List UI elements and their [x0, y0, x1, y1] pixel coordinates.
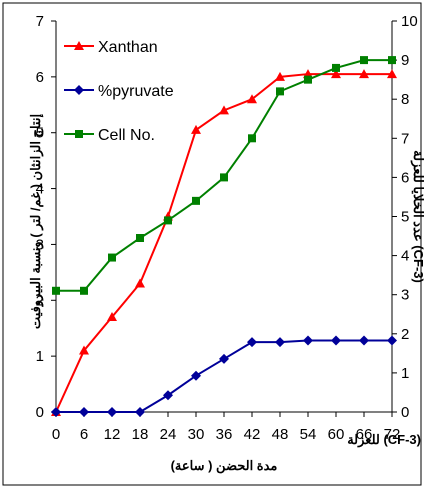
x-axis-label: مدة الحضن ( ساعة): [171, 458, 278, 474]
data-point: [191, 124, 201, 134]
x-tick-label: 6: [80, 426, 88, 443]
data-point: [304, 75, 312, 84]
data-point: [388, 56, 396, 65]
x-tick-label: 0: [52, 426, 60, 443]
data-point: [219, 353, 229, 364]
data-point: [163, 390, 173, 401]
left-y-tick-label: 7: [36, 13, 44, 30]
left-y-tick-label: 5: [36, 125, 44, 142]
data-point: [387, 335, 397, 346]
data-point: [360, 56, 368, 65]
data-point: [247, 94, 257, 104]
data-point: [247, 337, 257, 348]
legend-label: %pyruvate: [98, 83, 174, 100]
data-point: [192, 196, 200, 205]
legend-label: Xanthan: [98, 39, 158, 56]
left-y-tick-label: 0: [36, 404, 44, 421]
x-tick-label: 30: [188, 426, 205, 443]
x-tick-label: 18: [132, 426, 149, 443]
data-point: [332, 63, 340, 72]
right-y-tick-label: 9: [401, 52, 409, 69]
x-tick-label: 60: [328, 426, 345, 443]
data-point: [52, 286, 60, 295]
data-point: [359, 335, 369, 346]
x-tick-label: 48: [272, 426, 289, 443]
left-y-tick-label: 2: [36, 292, 44, 309]
data-point: [275, 71, 285, 81]
data-point: [51, 407, 61, 417]
legend-marker: [74, 41, 84, 50]
legend-marker: [75, 130, 83, 138]
data-point: [79, 345, 89, 355]
data-point: [276, 87, 284, 96]
data-point: [80, 286, 88, 295]
right-y-tick-label: 7: [401, 130, 409, 147]
left-y-tick-label: 4: [36, 181, 44, 198]
data-point: [248, 134, 256, 143]
right-y-axis-label: عدد الخلايا للعزلة (CF-3): [410, 150, 424, 283]
right-y-tick-label: 1: [401, 365, 409, 382]
data-point: [220, 173, 228, 182]
left-y-axis-label: إنتاج الزانثان ( غم/ لتر ) ونسبة البيروف…: [28, 114, 44, 330]
right-y-tick-label: 4: [401, 248, 409, 265]
legend-marker: [74, 85, 84, 95]
x-tick-label: 66: [356, 426, 373, 443]
right-y-tick-label: 10: [401, 13, 418, 30]
data-point: [331, 335, 341, 346]
right-y-tick-label: 2: [401, 326, 409, 343]
data-point: [387, 69, 397, 79]
left-y-tick-label: 1: [36, 348, 44, 365]
x-tick-label: 42: [244, 426, 261, 443]
data-point: [108, 253, 116, 262]
data-point: [164, 216, 172, 225]
data-point: [107, 312, 117, 322]
data-point: [79, 407, 89, 417]
x-tick-label: 12: [104, 426, 121, 443]
right-y-tick-label: 3: [401, 287, 409, 304]
right-y-tick-label: 8: [401, 91, 409, 108]
data-point: [135, 278, 145, 288]
data-point: [136, 234, 144, 243]
left-y-tick-label: 6: [36, 69, 44, 86]
data-point: [107, 407, 117, 417]
data-point: [219, 105, 229, 115]
x-tick-label: 36: [216, 426, 233, 443]
data-point: [275, 337, 285, 348]
data-point: [303, 335, 313, 346]
data-point: [331, 69, 341, 79]
data-point: [191, 370, 201, 381]
right-y-tick-label: 5: [401, 209, 409, 226]
x-tick-label: 24: [160, 426, 177, 443]
x-tick-label: 72: [384, 426, 401, 443]
legend-label: Cell No.: [98, 127, 155, 144]
right-y-tick-label: 6: [401, 169, 409, 186]
right-y-tick-label: 0: [401, 404, 409, 421]
left-y-tick-label: 3: [36, 236, 44, 253]
data-point: [359, 69, 369, 79]
data-point: [135, 407, 145, 417]
corner-label: للعزلة (CF-3): [347, 432, 421, 448]
x-tick-label: 54: [300, 426, 317, 443]
